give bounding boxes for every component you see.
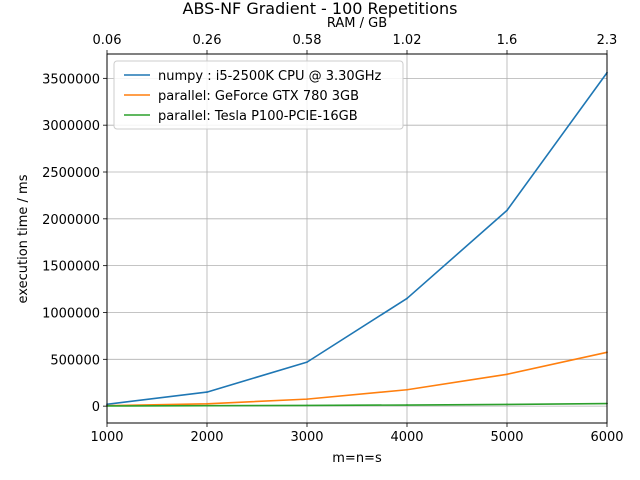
series-1-point — [306, 398, 308, 401]
y-axis-label: execution time / ms — [16, 174, 31, 303]
series-1-point — [506, 373, 508, 376]
y-tick-label: 3500000 — [42, 72, 100, 87]
secondary-x-tick-label: 1.02 — [393, 33, 422, 48]
y-tick-label: 1000000 — [42, 306, 100, 321]
y-tick-label: 3000000 — [42, 119, 100, 134]
legend: numpy : i5-2500K CPU @ 3.30GHz parallel: … — [113, 60, 404, 130]
series-1-point — [406, 388, 408, 391]
y-tick-label: 1500000 — [42, 260, 100, 275]
series-line-0 — [106, 72, 608, 406]
series-2-point — [506, 403, 508, 406]
secondary-x-axis-label: RAM / GB — [327, 16, 387, 31]
x-tick-label: 6000 — [590, 430, 623, 445]
y-tick-label: 2000000 — [42, 213, 100, 228]
series-2-point — [206, 404, 208, 407]
series-2-point — [406, 404, 408, 406]
y-tick-label: 500000 — [50, 353, 100, 368]
x-tick-label: 4000 — [390, 430, 423, 445]
legend-entry-2: parallel: Tesla P100-PCIE-16GB — [158, 109, 358, 124]
x-tick-label: 5000 — [490, 430, 523, 445]
x-tick-label: 3000 — [290, 430, 323, 445]
y-tick-label: 2500000 — [42, 166, 100, 181]
ticks-layer: 1000 0.06 2000 0.26 3000 0.58 4000 1.02 5000 1.6 6… — [42, 33, 623, 445]
series-0-point — [306, 361, 308, 364]
series-line-2 — [106, 402, 608, 407]
legend-box — [113, 60, 404, 130]
series-1-point — [206, 402, 208, 405]
secondary-x-tick-label: 2.3 — [597, 33, 618, 48]
secondary-x-tick-label: 1.6 — [497, 33, 518, 48]
series-0-point — [206, 391, 208, 393]
x-axis-label: m=n=s — [332, 451, 382, 466]
series-0-point — [406, 297, 408, 300]
x-tick-label: 1000 — [90, 430, 123, 445]
y-tick-label: 0 — [92, 400, 100, 415]
x-tick-label: 2000 — [190, 430, 223, 445]
chart-title: ABS-NF Gradient - 100 Repetitions — [183, 0, 458, 18]
secondary-x-tick-label: 0.58 — [293, 33, 322, 48]
series-line-1 — [106, 351, 608, 407]
plot-frame — [106, 53, 608, 424]
secondary-x-tick-label: 0.26 — [193, 33, 222, 48]
legend-entry-1: parallel: GeForce GTX 780 3GB — [158, 89, 359, 104]
legend-entry-0: numpy : i5-2500K CPU @ 3.30GHz — [158, 69, 382, 84]
secondary-x-tick-label: 0.06 — [93, 33, 122, 48]
series-0-point — [506, 209, 508, 212]
series-2-point — [306, 404, 308, 407]
series-layer — [106, 71, 608, 407]
